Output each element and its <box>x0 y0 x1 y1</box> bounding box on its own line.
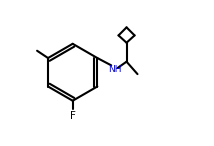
Text: F: F <box>70 111 76 121</box>
Text: NH: NH <box>108 65 121 74</box>
